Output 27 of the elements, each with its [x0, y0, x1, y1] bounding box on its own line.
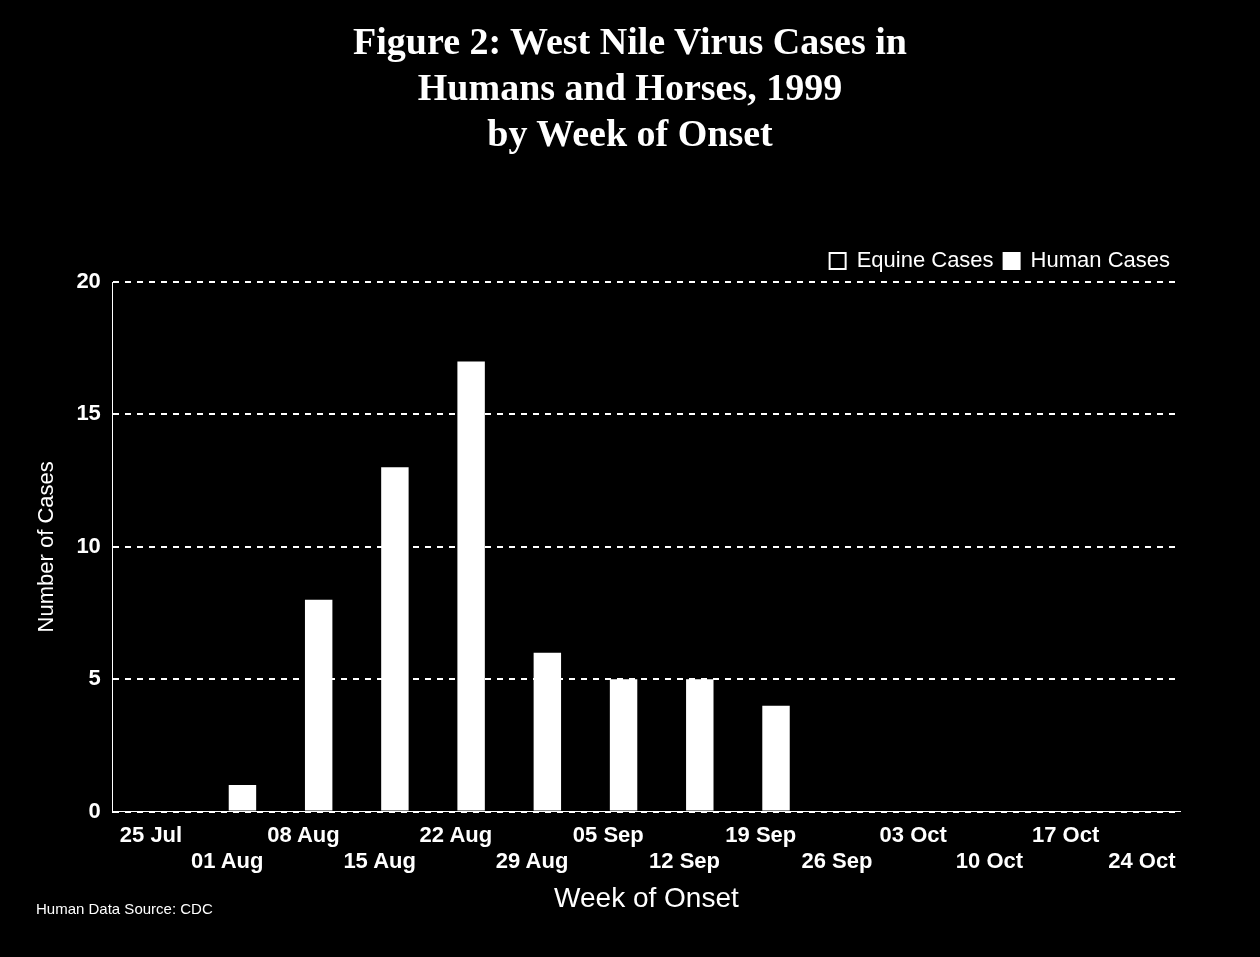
x-tick-label: 12 Sep: [649, 848, 721, 874]
x-tick-label: 10 Oct: [955, 848, 1024, 874]
text: Figure 2: West Nile Virus Cases in: [353, 20, 907, 62]
y-axis-title: Number of Cases: [33, 461, 59, 633]
legend-label: Human Cases: [1030, 247, 1170, 273]
y-tick-label: 0: [88, 797, 101, 823]
y-tick-label: 10: [76, 532, 101, 558]
x-tick-label: 08 Aug: [267, 821, 340, 847]
x-tick-label: 22 Aug: [419, 821, 493, 847]
x-tick-label: 19 Sep: [725, 821, 797, 847]
text: Humans and Horses, 1999: [417, 66, 843, 108]
x-axis-title: Week of Onset: [554, 881, 739, 913]
x-tick-label: 05 Sep: [572, 821, 644, 847]
x-tick-label: 29 Aug: [495, 848, 569, 874]
y-tick-label: 20: [76, 268, 101, 294]
y-tick-label: 15: [76, 400, 101, 426]
x-tick-label: 25 Jul: [119, 821, 183, 847]
x-tick-label: 03 Oct: [879, 821, 948, 847]
text: by Week of Onset: [487, 112, 773, 154]
legend-label: Equine Cases: [856, 247, 994, 273]
y-tick-label: 5: [88, 665, 101, 691]
x-tick-label: 15 Aug: [343, 848, 416, 874]
x-tick-label: 01 Aug: [190, 848, 264, 874]
x-tick-label: 17 Oct: [1032, 821, 1100, 847]
text: Human Data Source: CDC: [36, 900, 213, 917]
x-tick-label: 24 Oct: [1108, 848, 1177, 874]
x-tick-label: 26 Sep: [801, 848, 873, 874]
